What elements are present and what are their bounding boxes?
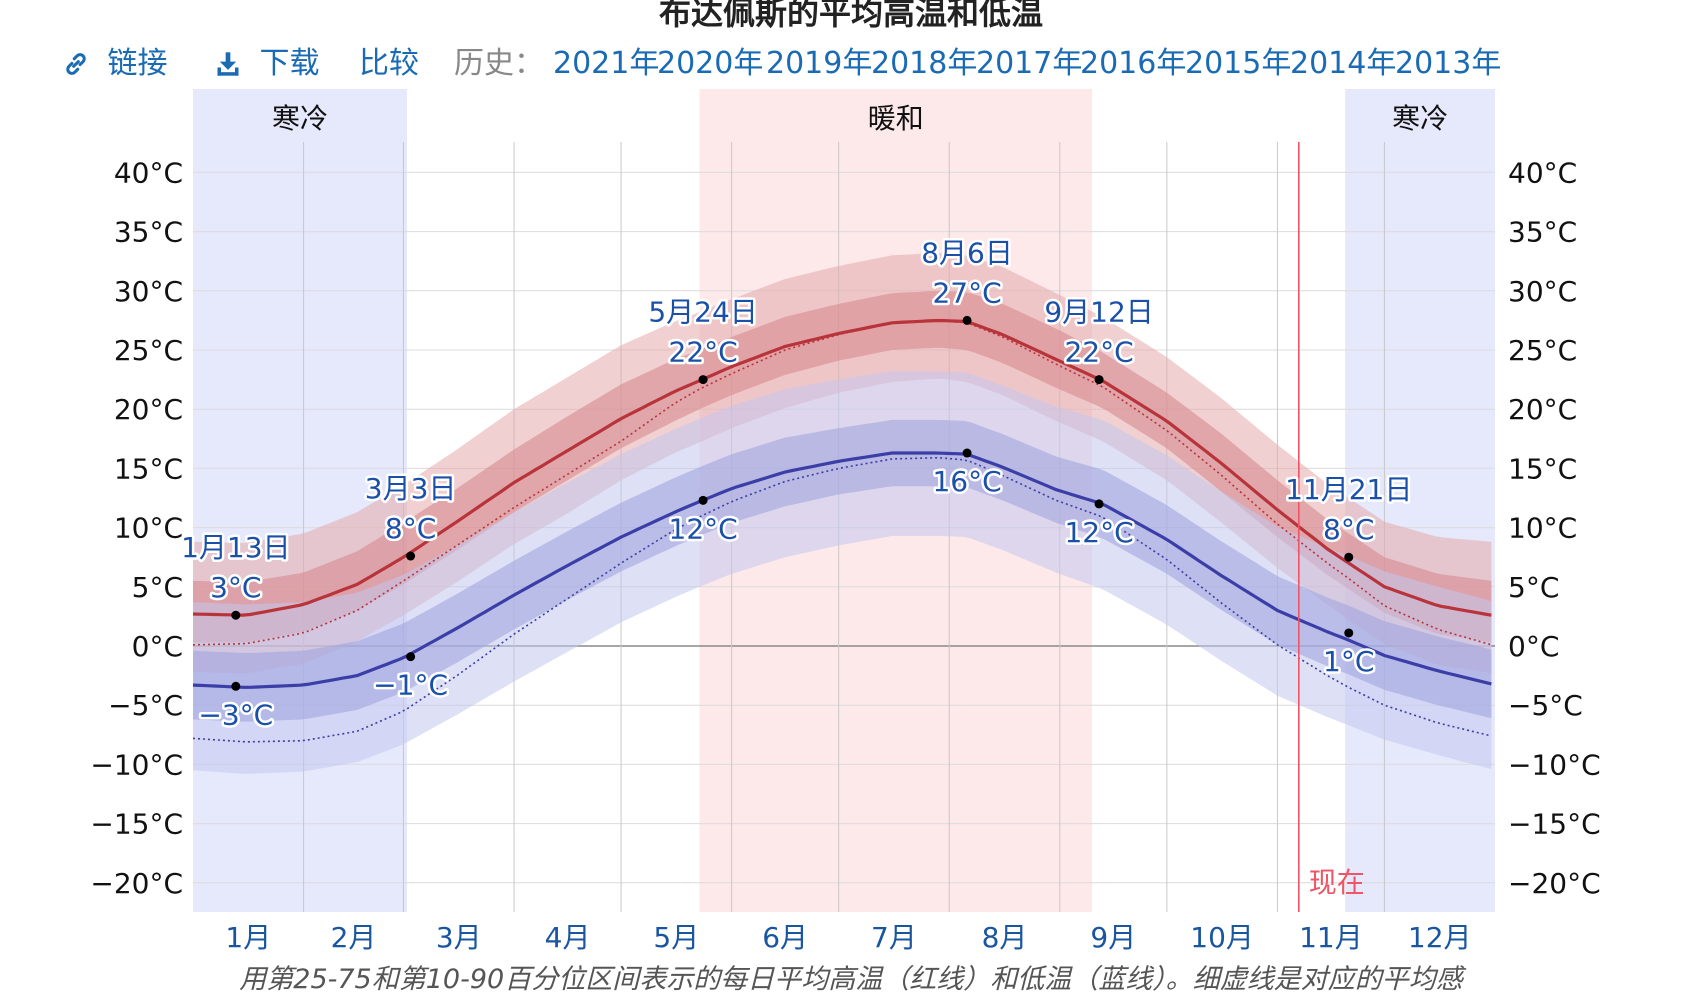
- annotation-point-0: [231, 610, 241, 620]
- year-link-2015[interactable]: 2015年: [1185, 46, 1292, 81]
- y-tick-right-11: −15°C: [1508, 808, 1601, 841]
- link-button[interactable]: 链接: [62, 38, 168, 82]
- link-label: 链接: [107, 46, 168, 81]
- annotation-point-3: [406, 652, 416, 662]
- y-tick-right-10: −10°C: [1508, 748, 1601, 781]
- now-label: 现在: [1309, 866, 1365, 899]
- annotation-point-1: [231, 681, 241, 691]
- high-band-10-90: [193, 253, 1492, 674]
- y-tick-left-9: −5°C: [108, 689, 183, 722]
- annotation-label-11-0: 1°C: [1323, 645, 1374, 678]
- month-label-4: 4月: [545, 921, 591, 954]
- annotation-label-2-1: 8°C: [385, 512, 436, 545]
- y-tick-left-1: 35°C: [114, 216, 183, 249]
- month-label-12: 12月: [1408, 921, 1472, 954]
- annotation-label-10-1: 8°C: [1323, 513, 1374, 546]
- y-tick-left-0: 40°C: [114, 156, 183, 189]
- y-tick-right-2: 30°C: [1508, 275, 1577, 308]
- year-link-2016[interactable]: 2016年: [1080, 46, 1187, 81]
- month-label-8: 8月: [982, 921, 1028, 954]
- annotation-label-4-1: 22°C: [669, 336, 738, 369]
- annotation-point-9: [1094, 499, 1104, 509]
- y-tick-left-12: −20°C: [90, 867, 183, 900]
- y-tick-left-2: 30°C: [114, 275, 183, 308]
- compare-link[interactable]: 比较: [359, 46, 419, 81]
- year-link-2021[interactable]: 2021年: [553, 46, 660, 81]
- annotation-label-9-0: 12°C: [1064, 516, 1133, 549]
- annotation-label-8-1: 22°C: [1064, 336, 1133, 369]
- annotation-point-6: [962, 315, 972, 325]
- season-label-0: 寒冷: [272, 102, 328, 135]
- year-link-2018[interactable]: 2018年: [871, 46, 978, 81]
- season-band-2: [1345, 89, 1495, 912]
- annotation-label-4-0: 5月24日: [648, 296, 757, 329]
- annotation-point-10: [1344, 552, 1354, 562]
- annotation-label-3-0: −1°C: [373, 669, 448, 702]
- annotation-label-0-0: 1月13日: [181, 531, 290, 564]
- year-link-2013[interactable]: 2013年: [1395, 46, 1502, 81]
- y-tick-left-11: −15°C: [90, 808, 183, 841]
- link-icon: [66, 53, 86, 75]
- month-label-10: 10月: [1190, 921, 1254, 954]
- y-tick-left-10: −10°C: [90, 748, 183, 781]
- y-tick-left-6: 10°C: [114, 512, 183, 545]
- y-tick-right-0: 40°C: [1508, 156, 1577, 189]
- month-label-5: 5月: [653, 921, 699, 954]
- chart-title: 布达佩斯的平均高温和低温: [658, 0, 1043, 32]
- annotation-label-7-0: 16°C: [932, 465, 1001, 498]
- annotation-label-1-0: −3°C: [198, 698, 273, 731]
- month-label-2: 2月: [331, 921, 377, 954]
- annotation-label-2-0: 3月3日: [365, 472, 457, 505]
- y-tick-left-5: 15°C: [114, 452, 183, 485]
- season-label-2: 寒冷: [1392, 102, 1448, 135]
- month-label-7: 7月: [871, 921, 917, 954]
- history-label: 历史：: [454, 46, 544, 81]
- y-tick-right-4: 20°C: [1508, 393, 1577, 426]
- season-label-1: 暖和: [868, 102, 924, 135]
- download-button[interactable]: 下载: [214, 38, 320, 82]
- month-label-1: 1月: [225, 921, 271, 954]
- low-band-10-90: [193, 371, 1492, 774]
- y-tick-right-1: 35°C: [1508, 216, 1577, 249]
- year-link-2017[interactable]: 2017年: [976, 46, 1083, 81]
- y-tick-right-3: 25°C: [1508, 334, 1577, 367]
- annotation-point-4: [698, 375, 708, 385]
- month-label-3: 3月: [436, 921, 482, 954]
- y-tick-left-3: 25°C: [114, 334, 183, 367]
- month-label-9: 9月: [1090, 921, 1136, 954]
- month-label-6: 6月: [762, 921, 808, 954]
- download-label: 下载: [259, 46, 320, 81]
- low-feels-like-line: [192, 456, 1492, 743]
- annotation-point-11: [1344, 628, 1354, 638]
- annotation-label-0-1: 3°C: [210, 571, 261, 604]
- annotation-label-6-0: 8月6日: [921, 236, 1013, 269]
- year-link-2019[interactable]: 2019年: [766, 46, 873, 81]
- annotation-point-2: [406, 551, 416, 561]
- annotation-label-10-0: 11月21日: [1285, 473, 1412, 506]
- y-tick-right-12: −20°C: [1508, 867, 1601, 900]
- annotation-point-5: [698, 495, 708, 505]
- toolbar: 链接 下载 比较 历史： 2021年 2020年 2019年 2018年 201…: [0, 38, 1702, 88]
- download-icon: [217, 52, 239, 76]
- month-label-11: 11月: [1299, 921, 1363, 954]
- annotation-label-6-1: 27°C: [932, 276, 1001, 309]
- y-tick-right-5: 15°C: [1508, 452, 1577, 485]
- year-link-2014[interactable]: 2014年: [1290, 46, 1397, 81]
- annotation-label-8-0: 9月12日: [1044, 296, 1153, 329]
- annotation-point-7: [962, 448, 972, 458]
- annotation-point-8: [1094, 375, 1104, 385]
- y-tick-left-4: 20°C: [114, 393, 183, 426]
- year-link-2020[interactable]: 2020年: [657, 46, 764, 81]
- annotation-label-5-0: 12°C: [669, 512, 738, 545]
- chart-caption: 用第25-75和第10-90百分位区间表示的每日平均高温（红线）和低温（蓝线）。…: [239, 964, 1463, 995]
- season-band-0: [193, 89, 408, 912]
- y-tick-right-9: −5°C: [1508, 689, 1583, 722]
- y-tick-right-8: 0°C: [1508, 630, 1559, 663]
- y-tick-left-7: 5°C: [132, 571, 183, 604]
- y-tick-right-6: 10°C: [1508, 512, 1577, 545]
- y-tick-right-7: 5°C: [1508, 571, 1559, 604]
- y-tick-left-8: 0°C: [132, 630, 183, 663]
- low-band-25-75: [193, 419, 1492, 722]
